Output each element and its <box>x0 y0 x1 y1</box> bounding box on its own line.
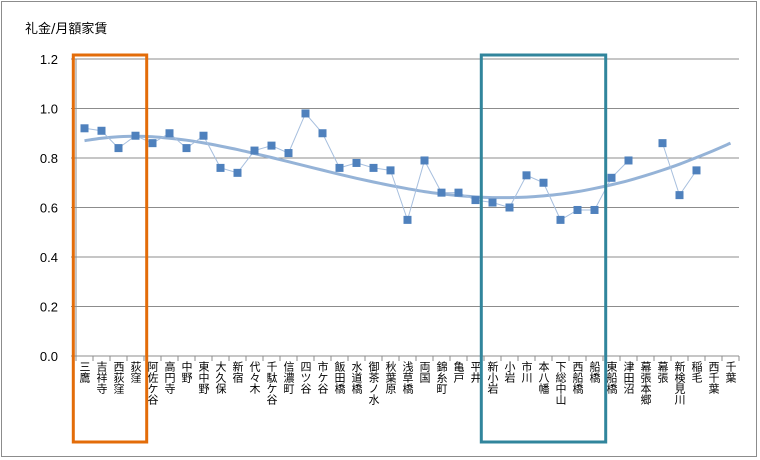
x-tick-label: 小岩 <box>503 361 516 384</box>
data-point <box>539 178 548 187</box>
x-tick-label: 東中野 <box>197 361 210 394</box>
x-tick-label: 新宿 <box>231 360 244 383</box>
data-point <box>403 215 412 224</box>
y-axis-title: 礼金/月額家賃 <box>25 21 107 37</box>
data-point <box>556 215 565 224</box>
x-tick-label: 千葉 <box>724 361 737 383</box>
data-point <box>114 144 123 153</box>
x-tick-label: 新検見川 <box>673 360 686 405</box>
data-point <box>573 205 582 214</box>
x-tick-label: 飯田橋 <box>333 360 346 395</box>
x-tick-label: 市ケ谷 <box>316 360 329 395</box>
x-tick-label: 西船橋 <box>571 361 584 395</box>
data-point <box>454 188 463 197</box>
data-point <box>97 126 106 135</box>
data-point <box>420 156 429 165</box>
x-tick-label: 船橋 <box>588 360 601 384</box>
data-point <box>216 163 225 172</box>
data-point <box>318 129 327 138</box>
x-tick-label: 西千葉 <box>707 361 720 394</box>
x-tick-label: 阿佐ケ谷 <box>146 361 159 406</box>
x-tick-label: 中野 <box>180 361 193 383</box>
data-point <box>233 168 242 177</box>
x-tick-label: 信濃町 <box>282 361 295 394</box>
y-tick-label: 0.0 <box>40 349 58 364</box>
data-point <box>335 163 344 172</box>
y-tick-label: 1.2 <box>40 52 58 67</box>
x-tick-label: 大久保 <box>214 360 227 395</box>
x-tick-label: 水道橋 <box>350 361 363 395</box>
x-tick-label: 荻窪 <box>129 361 142 383</box>
x-tick-label: 下総中山 <box>554 361 567 405</box>
x-tick-label: 幕張本郷 <box>639 360 652 406</box>
y-tick-label: 1.0 <box>40 102 58 117</box>
data-point <box>267 141 276 150</box>
x-tick-label: 平井 <box>469 361 482 384</box>
highlight-box-east-group <box>479 53 608 444</box>
data-point <box>199 131 208 140</box>
x-tick-label: 四ツ谷 <box>299 361 312 395</box>
x-tick-label: 千駄ケ谷 <box>265 361 278 406</box>
x-tick-label: 新小岩 <box>486 360 499 395</box>
x-tick-label: 高円寺 <box>163 360 176 394</box>
x-tick-label: 津田沼 <box>622 361 635 395</box>
y-tick-label: 0.8 <box>40 151 58 166</box>
y-tick-label: 0.2 <box>40 300 58 315</box>
x-tick-label: 幕張 <box>656 360 669 384</box>
data-point <box>471 196 480 205</box>
x-tick-label: 代々木 <box>248 361 261 395</box>
x-tick-label: 浅草橋 <box>401 361 414 395</box>
x-tick-label: 稲毛 <box>690 361 703 383</box>
data-point <box>148 139 157 148</box>
data-point <box>624 156 633 165</box>
trend-line <box>84 134 732 200</box>
y-tick-label: 0.6 <box>40 201 58 216</box>
x-tick-label: 本八幡 <box>537 360 550 395</box>
data-point <box>352 158 361 167</box>
data-point <box>658 139 667 148</box>
data-point <box>131 131 140 140</box>
data-point <box>80 124 89 133</box>
x-tick-label: 東船橋 <box>605 361 618 395</box>
data-point <box>369 163 378 172</box>
x-tick-label: 秋葉原 <box>384 360 397 394</box>
data-point <box>437 188 446 197</box>
x-tick-label: 錦糸町 <box>435 360 448 394</box>
data-point <box>675 191 684 200</box>
data-point <box>522 171 531 180</box>
data-point <box>284 149 293 158</box>
data-point <box>488 198 497 207</box>
x-tick-label: 御茶ノ水 <box>367 360 380 405</box>
x-tick-label: 西荻窪 <box>112 361 125 394</box>
data-point <box>505 203 514 212</box>
data-point <box>250 146 259 155</box>
data-point <box>301 109 310 118</box>
y-tick-label: 0.4 <box>40 250 58 265</box>
highlight-box-west-group <box>71 53 149 444</box>
data-point <box>182 144 191 153</box>
x-tick-label: 両国 <box>418 361 431 384</box>
data-point <box>386 166 395 175</box>
data-point <box>607 173 616 182</box>
x-tick-label: 吉祥寺 <box>95 361 108 394</box>
data-point <box>692 166 701 175</box>
data-point <box>165 129 174 138</box>
x-tick-label: 市川 <box>520 360 533 383</box>
data-point <box>590 205 599 214</box>
x-tick-label: 亀戸 <box>452 360 465 384</box>
x-tick-label: 三鷹 <box>78 361 91 384</box>
